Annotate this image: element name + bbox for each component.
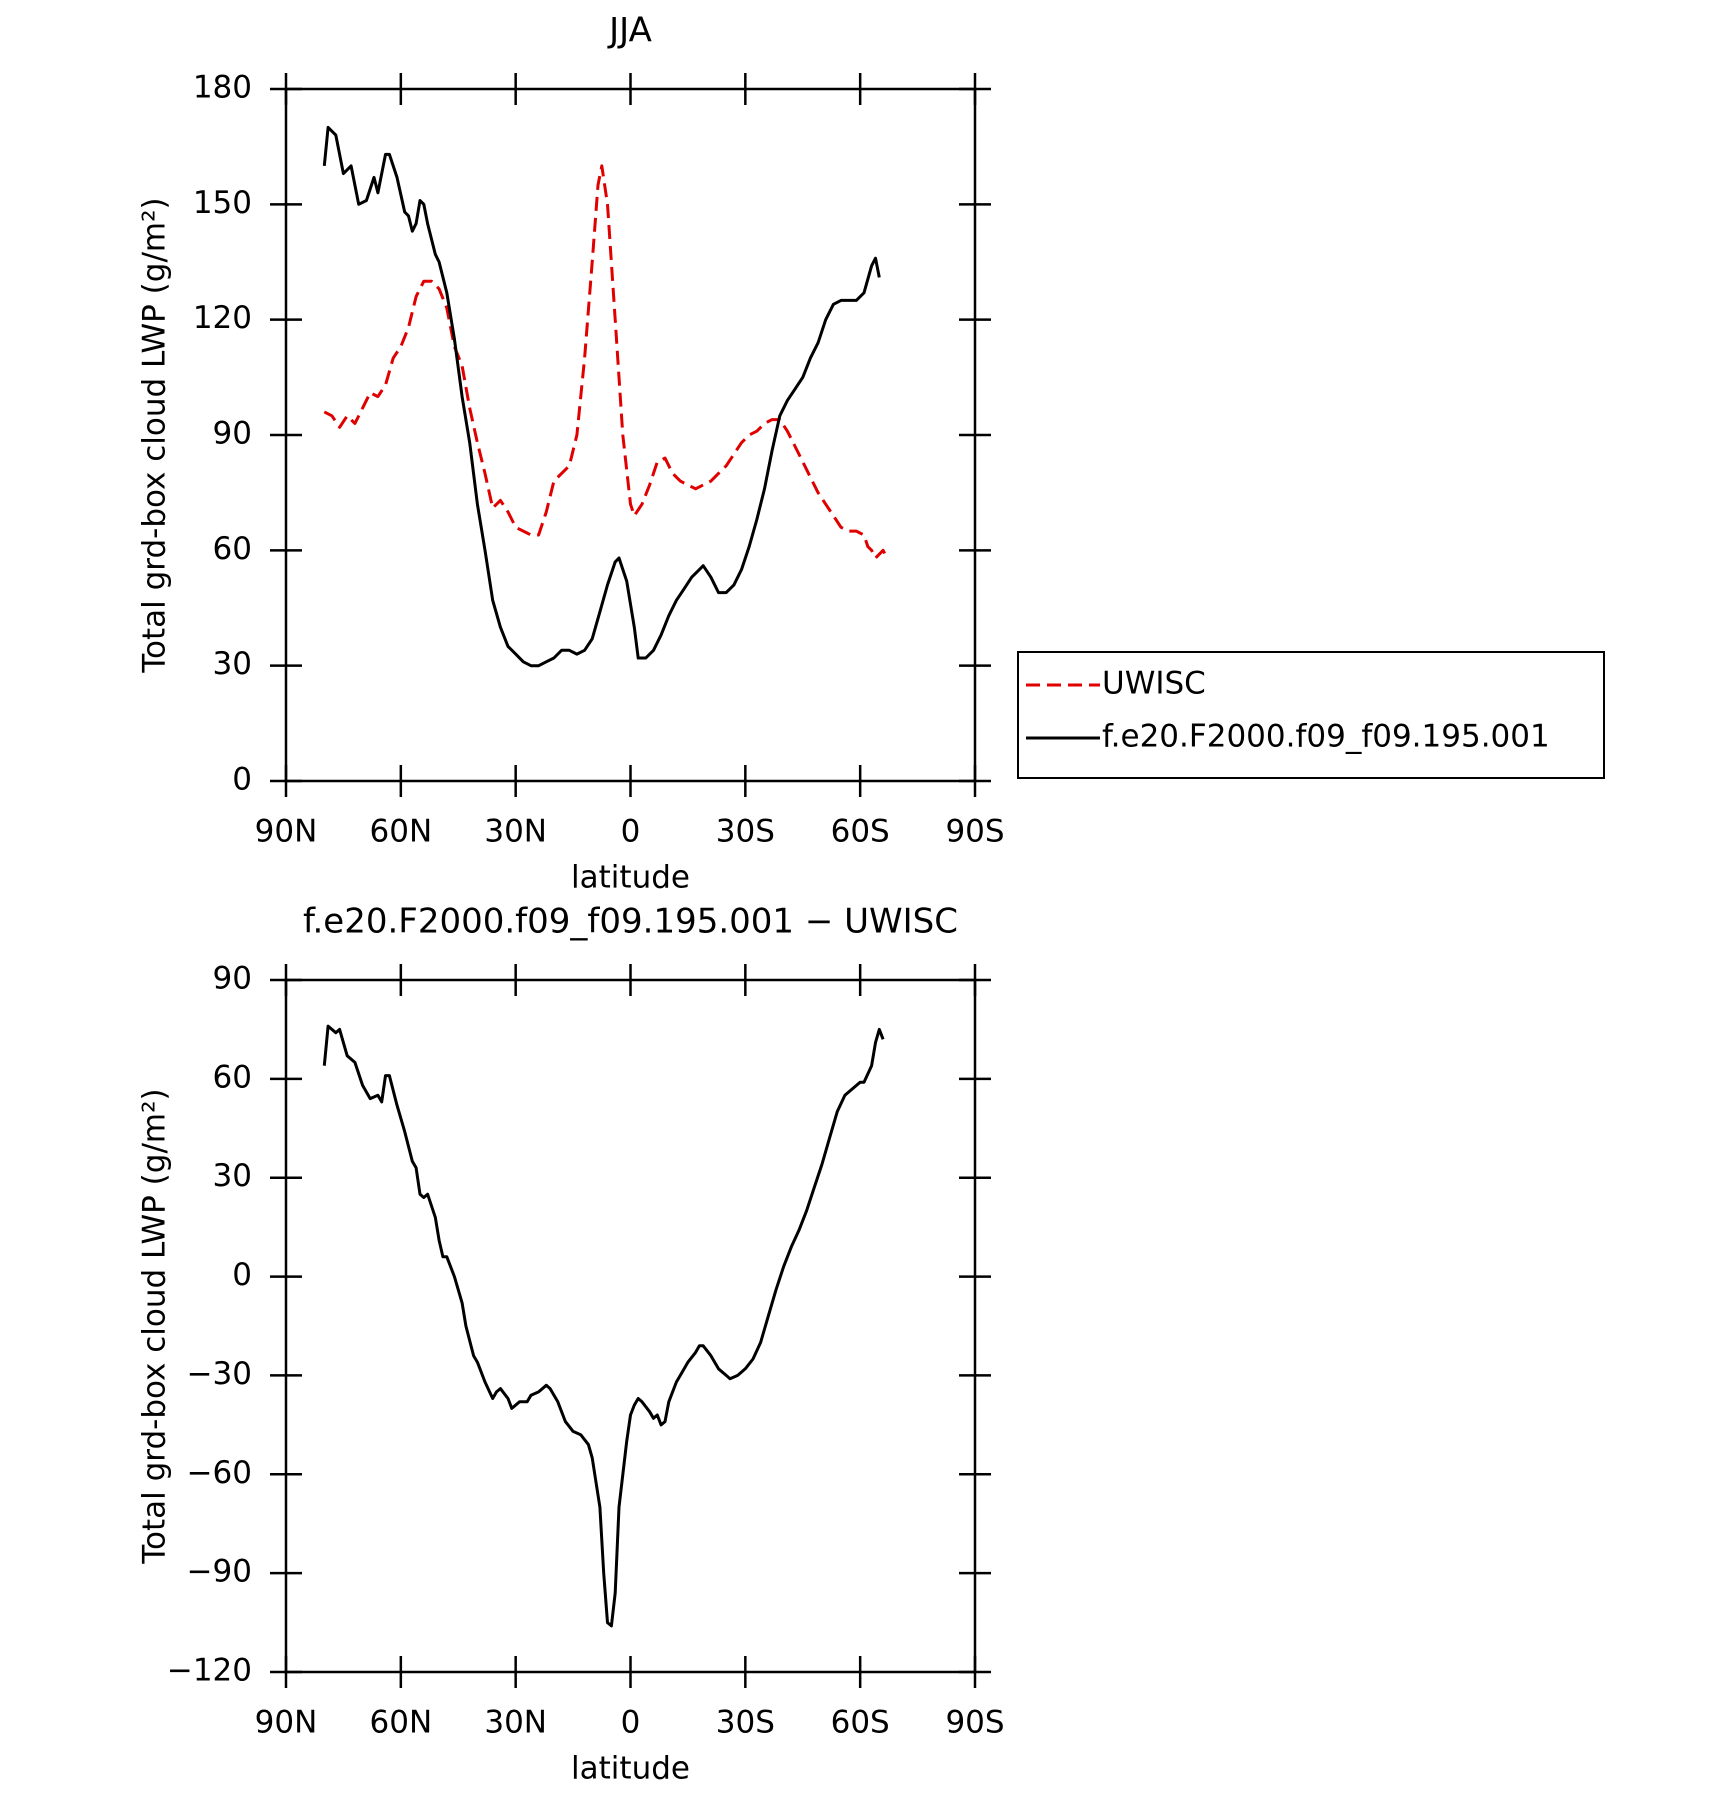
x-axis-label: latitude [571, 860, 690, 896]
y-tick-label: −120 [167, 1653, 252, 1689]
chart-title: f.e20.F2000.f09_f09.195.001 − UWISC [303, 902, 958, 942]
data-line [323, 164, 889, 560]
x-tick-label: 30S [716, 814, 775, 850]
x-tick-label: 0 [621, 814, 641, 850]
y-tick-label: −90 [187, 1554, 252, 1590]
data-line [322, 1024, 885, 1628]
x-tick-label: 30N [484, 1705, 547, 1741]
y-tick-label: 90 [213, 961, 252, 997]
y-tick-label: 180 [193, 70, 252, 106]
y-tick-label: 60 [213, 531, 252, 567]
y-axis-label: Total grd-box cloud LWP (g/m²) [137, 1088, 173, 1564]
data-line [322, 125, 881, 668]
x-tick-label: 90S [945, 814, 1004, 850]
legend-box [1017, 651, 1605, 779]
legend-label: f.e20.F2000.f09_f09.195.001 [1102, 719, 1550, 755]
x-tick-label: 30N [484, 814, 547, 850]
y-axis-label: Total grd-box cloud LWP (g/m²) [137, 197, 173, 673]
y-tick-label: 30 [213, 646, 252, 682]
y-tick-label: −30 [187, 1356, 252, 1392]
y-tick-label: 150 [193, 185, 252, 221]
y-tick-label: −60 [187, 1455, 252, 1491]
y-tick-label: 60 [213, 1059, 252, 1095]
x-tick-label: 30S [716, 1705, 775, 1741]
y-tick-label: 0 [232, 762, 252, 798]
y-tick-label: 90 [213, 416, 252, 452]
x-tick-label: 60N [370, 814, 433, 850]
x-tick-label: 90S [945, 1705, 1004, 1741]
x-tick-label: 60N [370, 1705, 433, 1741]
x-tick-label: 60S [831, 814, 890, 850]
x-tick-label: 0 [621, 1705, 641, 1741]
y-tick-label: 120 [193, 300, 252, 336]
y-tick-label: 30 [213, 1158, 252, 1194]
x-tick-label: 90N [255, 1705, 318, 1741]
plot-frame [284, 87, 977, 783]
y-tick-label: 0 [232, 1257, 252, 1293]
x-axis-label: latitude [571, 1751, 690, 1787]
legend-label: UWISC [1102, 666, 1206, 702]
chart-title: JJA [607, 11, 652, 51]
plot-frame [284, 978, 977, 1674]
x-tick-label: 60S [831, 1705, 890, 1741]
x-tick-label: 90N [255, 814, 318, 850]
